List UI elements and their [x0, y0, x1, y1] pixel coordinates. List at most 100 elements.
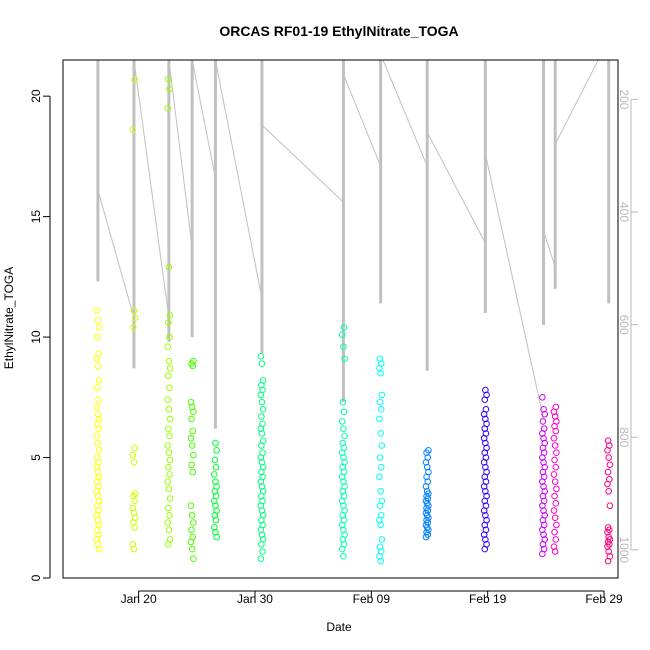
data-point	[94, 516, 102, 524]
data-point	[258, 492, 265, 500]
profile-connector	[214, 59, 263, 299]
data-point	[188, 545, 196, 553]
data-point	[257, 502, 265, 510]
data-point	[553, 521, 560, 529]
data-point	[94, 492, 102, 500]
data-point	[378, 536, 386, 543]
data-point	[606, 502, 614, 510]
data-point	[164, 425, 172, 432]
data-point	[539, 478, 546, 485]
data-point	[423, 473, 430, 481]
data-point	[130, 545, 138, 553]
data-point	[480, 459, 488, 466]
data-point	[190, 408, 197, 416]
data-point	[164, 372, 172, 379]
data-point	[539, 444, 547, 452]
x-tick-label: Jan 20	[121, 592, 157, 606]
data-point	[339, 398, 347, 406]
data-point	[338, 473, 346, 481]
y2-tick-label: 600	[617, 315, 631, 335]
data-point	[94, 410, 102, 418]
y2-tick-label: 800	[617, 427, 631, 447]
data-point	[377, 369, 384, 377]
data-points	[93, 75, 614, 565]
data-point	[422, 459, 430, 466]
data-point	[164, 463, 172, 471]
data-point	[165, 406, 173, 413]
data-point	[340, 454, 347, 461]
data-point	[258, 413, 265, 420]
data-point	[338, 497, 346, 505]
data-point	[188, 512, 196, 519]
data-point	[340, 425, 347, 432]
data-point	[187, 398, 195, 406]
data-point	[130, 519, 137, 526]
data-point	[130, 307, 138, 314]
data-point	[164, 104, 171, 112]
data-point	[166, 471, 173, 478]
data-point	[95, 447, 103, 454]
data-point	[94, 454, 101, 461]
data-point	[481, 521, 489, 529]
data-point	[422, 533, 430, 541]
data-point	[188, 461, 195, 469]
data-point	[604, 557, 612, 565]
data-point	[130, 492, 137, 500]
data-point	[604, 468, 612, 476]
data-point	[338, 449, 346, 457]
y-tick-label: 20	[29, 89, 43, 103]
data-point	[377, 557, 384, 565]
data-point	[210, 497, 218, 505]
data-point	[604, 437, 612, 444]
data-point	[376, 516, 383, 524]
data-point	[539, 430, 546, 437]
secondary-y-axis: 200 400 600 800 1000	[617, 89, 638, 564]
data-point	[189, 427, 197, 435]
data-point	[552, 463, 560, 471]
data-point	[606, 461, 614, 469]
data-point	[340, 408, 348, 416]
data-point	[94, 420, 101, 428]
data-point	[539, 540, 547, 548]
data-point	[341, 355, 348, 363]
data-point	[258, 468, 265, 476]
data-point	[482, 487, 489, 495]
data-point	[164, 478, 171, 485]
data-point	[258, 398, 266, 406]
data-point	[93, 463, 101, 471]
data-point	[257, 391, 265, 399]
data-point	[93, 403, 101, 411]
data-point	[376, 415, 383, 423]
data-point	[94, 526, 101, 534]
data-point	[377, 406, 385, 413]
data-point	[341, 432, 348, 440]
data-point	[604, 480, 611, 488]
x-axis: Jan 20 Jan 30 Feb 09 Feb 19 Feb 29	[121, 590, 623, 606]
profile-connector	[97, 189, 135, 318]
data-point	[94, 362, 102, 370]
data-point	[93, 307, 101, 314]
data-point	[211, 456, 219, 464]
data-point	[166, 85, 173, 93]
data-point	[164, 75, 172, 83]
data-point	[339, 536, 347, 543]
data-point	[190, 519, 197, 526]
data-point	[257, 454, 265, 461]
data-point	[482, 415, 489, 423]
data-point	[551, 492, 558, 500]
data-point	[165, 263, 173, 271]
data-point	[423, 449, 430, 457]
data-point	[338, 545, 346, 553]
data-point	[553, 449, 560, 457]
data-point	[94, 439, 102, 447]
data-point	[539, 394, 546, 401]
data-point	[166, 365, 174, 372]
data-point	[550, 543, 558, 550]
data-point	[95, 545, 103, 553]
data-point	[482, 536, 489, 543]
y-tick-label: 0	[29, 574, 43, 581]
profile-connector	[168, 59, 193, 248]
data-point	[164, 319, 172, 326]
data-point	[553, 485, 560, 493]
data-point	[257, 425, 265, 432]
